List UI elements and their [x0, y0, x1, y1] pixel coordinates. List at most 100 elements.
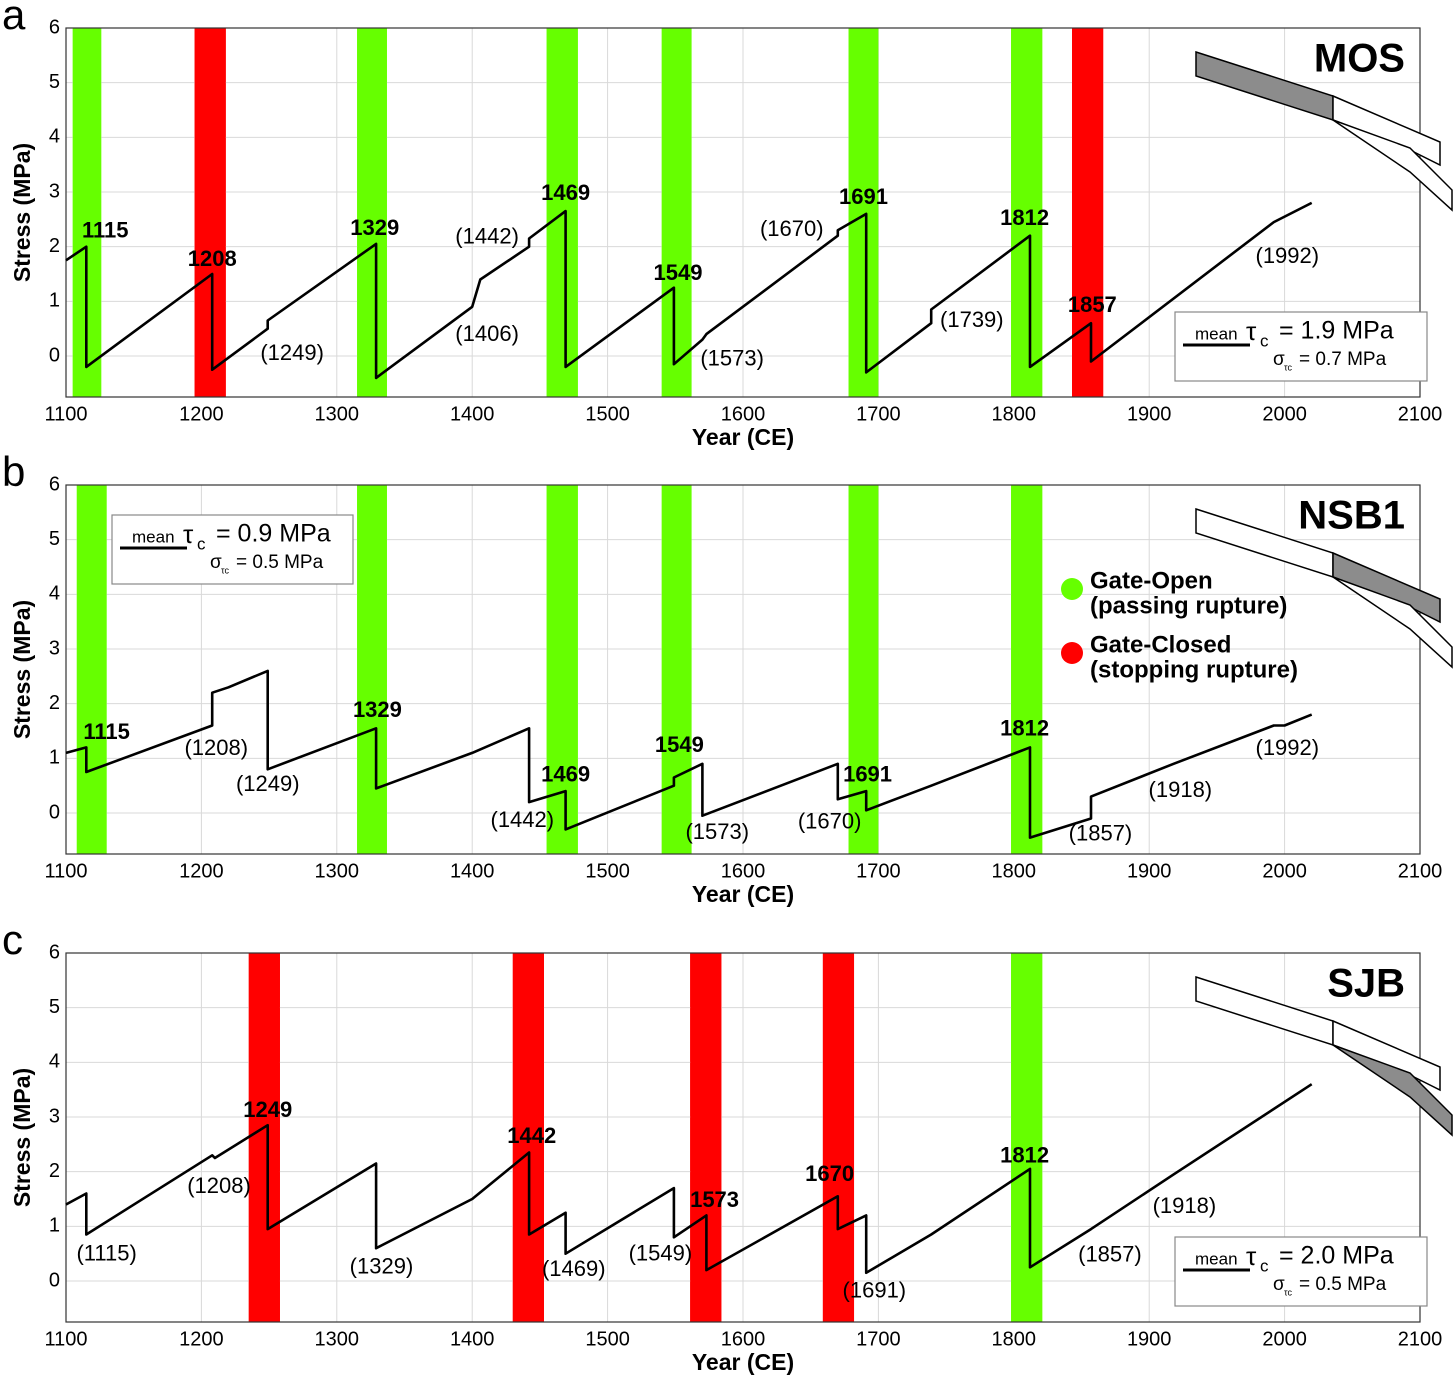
y-tick-label: 4 [49, 583, 60, 605]
event-band [248, 953, 280, 1322]
stats-mean-label: mean [1195, 1249, 1238, 1268]
x-tick-label: 1900 [1127, 1328, 1172, 1350]
fault-segment [1332, 576, 1453, 669]
x-tick-label: 1300 [315, 860, 360, 882]
event-label: (1406) [455, 321, 519, 346]
event-band [546, 485, 578, 854]
legend-label: Gate-Open [1090, 567, 1213, 594]
event-label: 1549 [655, 732, 704, 757]
fault-segment [1195, 975, 1334, 1047]
event-label: 1857 [1068, 292, 1117, 317]
x-tick-label: 1700 [856, 1328, 901, 1350]
stats-tau-sub: c [197, 534, 206, 553]
stats-sigma-sub: τc [221, 565, 230, 575]
event-label: (1208) [184, 735, 248, 760]
event-label: (1573) [685, 819, 749, 844]
y-tick-label: 2 [49, 1160, 60, 1182]
x-tick-label: 1600 [721, 860, 766, 882]
x-tick-label: 1800 [992, 860, 1037, 882]
site-title: SJB [1327, 962, 1405, 1006]
y-tick-label: 6 [49, 16, 60, 38]
panel-letter: c [2, 916, 23, 963]
plot-frame [65, 27, 1421, 398]
y-tick-label: 5 [49, 528, 60, 550]
event-label: (1329) [350, 1254, 414, 1279]
event-label: (1670) [760, 216, 824, 241]
x-tick-label: 1500 [585, 1328, 630, 1350]
x-tick-label: 1200 [179, 860, 224, 882]
x-tick-label: 1100 [44, 1328, 87, 1350]
event-band [357, 485, 387, 854]
site-title: NSB1 [1298, 494, 1405, 538]
stats-sigma-sub: τc [1284, 362, 1293, 372]
y-tick-label: 3 [49, 1105, 60, 1127]
event-label: (1442) [455, 224, 519, 249]
event-label: 1691 [839, 184, 888, 209]
event-band [848, 28, 879, 397]
event-band [661, 485, 692, 854]
y-tick-label: 0 [49, 801, 60, 823]
x-tick-label: 1400 [450, 403, 495, 425]
event-label: 1691 [843, 762, 892, 787]
x-tick-label: 1100 [44, 403, 87, 425]
legend-sublabel: (stopping rupture) [1090, 656, 1298, 683]
event-band [512, 953, 544, 1322]
stats-mean-value: = 2.0 MPa [1279, 1242, 1394, 1270]
y-tick-label: 2 [49, 235, 60, 257]
stats-tau: τ [1246, 1241, 1257, 1271]
panel-letter: b [2, 448, 25, 495]
y-tick-label: 3 [49, 637, 60, 659]
x-tick-label: 2100 [1398, 860, 1443, 882]
event-label: 1549 [654, 260, 703, 285]
event-label: (1992) [1256, 243, 1320, 268]
stats-sigma-value: = 0.5 MPa [1299, 1274, 1387, 1295]
fault-segment [1195, 50, 1334, 122]
x-tick-label: 1100 [44, 860, 87, 882]
panel: 1100 1200 1300 1400 1500 1600 1700 1800 1900 2000… [2, 0, 1453, 450]
x-tick-label: 2000 [1262, 860, 1307, 882]
y-tick-label: 6 [49, 941, 60, 963]
x-tick-label: 2000 [1262, 403, 1307, 425]
event-band [1072, 28, 1104, 397]
y-tick-label: 4 [49, 1051, 60, 1073]
x-tick-label: 1400 [450, 1328, 495, 1350]
stats-tau-sub: c [1260, 331, 1269, 350]
x-tick-label: 1500 [585, 403, 630, 425]
y-tick-label: 1 [49, 290, 60, 312]
fault-segment [1332, 119, 1453, 212]
x-tick-label: 1700 [856, 403, 901, 425]
event-band [1011, 485, 1043, 854]
y-tick-label: 6 [49, 473, 60, 495]
event-label: (1918) [1153, 1193, 1217, 1218]
event-band [848, 485, 879, 854]
fault-segment [1332, 94, 1441, 167]
event-label: (1739) [940, 307, 1004, 332]
x-axis-label: Year (CE) [692, 881, 794, 907]
y-tick-label: 1 [49, 747, 60, 769]
site-title: MOS [1314, 37, 1405, 81]
panel: 1100 1200 1300 1400 1500 1600 1700 1800 1900 2000… [2, 448, 1453, 907]
stats-sigma: σ [1273, 1274, 1285, 1295]
event-label: 1812 [1000, 1143, 1049, 1168]
x-tick-label: 2100 [1398, 1328, 1443, 1350]
stats-mean-label: mean [1195, 324, 1238, 343]
event-label: (1249) [260, 340, 324, 365]
event-label: (1918) [1149, 777, 1213, 802]
x-tick-label: 1500 [585, 860, 630, 882]
y-tick-label: 5 [49, 71, 60, 93]
y-tick-label: 1 [49, 1215, 60, 1237]
event-label: 1208 [188, 246, 237, 271]
x-tick-label: 2000 [1262, 1328, 1307, 1350]
stats-sigma-value: = 0.7 MPa [1299, 349, 1387, 370]
y-tick-label: 5 [49, 996, 60, 1018]
legend-label: Gate-Closed [1090, 631, 1231, 658]
event-band [661, 28, 692, 397]
event-label: (1992) [1256, 735, 1320, 760]
stats-sigma: σ [210, 552, 222, 573]
fault-segment [1332, 551, 1441, 624]
y-tick-label: 4 [49, 126, 60, 148]
event-label: (1670) [798, 809, 862, 834]
event-label: 1442 [507, 1123, 556, 1148]
